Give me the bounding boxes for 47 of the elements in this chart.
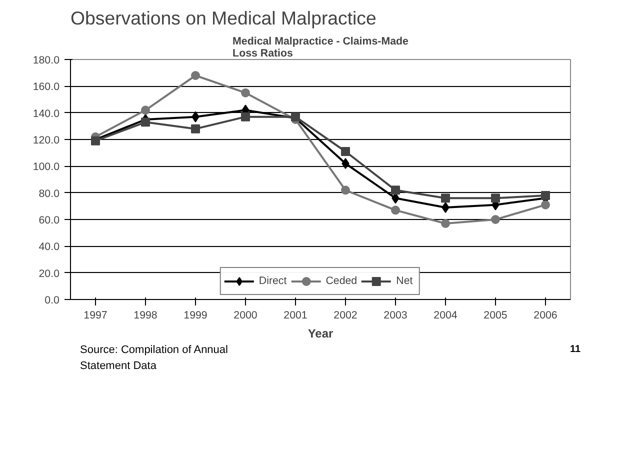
legend-label: Direct: [258, 275, 287, 287]
x-axis-title: Year: [308, 326, 334, 340]
x-tick-label: 2006: [534, 310, 558, 322]
y-tick-label: 160.0: [32, 81, 60, 94]
x-tick-label: 2003: [384, 310, 408, 322]
point: [491, 194, 500, 203]
y-tick-label: 20.0: [38, 268, 60, 280]
y-tick-label: 120.0: [32, 134, 60, 146]
y-tick-label: 60.0: [38, 214, 60, 226]
point: [442, 202, 450, 213]
point: [291, 112, 300, 122]
x-tick-label: 2002: [334, 310, 358, 322]
point: [341, 147, 350, 156]
text: 11: [570, 343, 581, 357]
point: [441, 194, 450, 203]
x-tick-label: 1998: [134, 310, 158, 322]
legend-label: Net: [396, 275, 414, 287]
source-note: Source: Compilation of Annual Statement Data: [80, 343, 229, 374]
y-tick-label: 40.0: [38, 241, 60, 254]
chart-title: Observations on Medical Malpractice: [70, 8, 376, 28]
x-tick-label: 1999: [184, 310, 208, 322]
point: [342, 158, 350, 169]
y-tick-label: 0.0: [44, 294, 60, 306]
point: [491, 215, 500, 224]
x-tick-label: 2004: [434, 310, 458, 322]
point: [391, 206, 400, 215]
y-tick-label: 100.0: [32, 161, 60, 174]
point: [341, 186, 350, 195]
x-tick-label: 2001: [284, 310, 308, 322]
point: [541, 200, 550, 210]
point: [191, 124, 200, 134]
point: [241, 112, 250, 122]
point: [541, 191, 550, 200]
legend-label: Ceded: [326, 275, 358, 287]
point: [141, 106, 150, 115]
point: [441, 219, 450, 228]
x-tick-label: 1997: [84, 310, 108, 322]
y-tick-label: 80.0: [38, 188, 60, 200]
y-tick-label: 140.0: [32, 108, 60, 120]
point: [191, 71, 200, 80]
y-tick-label: 180.0: [32, 54, 60, 66]
point: [141, 118, 150, 127]
x-tick-label: 2005: [484, 310, 508, 322]
point: [241, 88, 250, 98]
x-tick-label: 2000: [234, 310, 258, 322]
point: [391, 186, 400, 195]
chart-subtitle: Medical Malpractice - Claims-Made Loss Ratios: [232, 36, 409, 60]
